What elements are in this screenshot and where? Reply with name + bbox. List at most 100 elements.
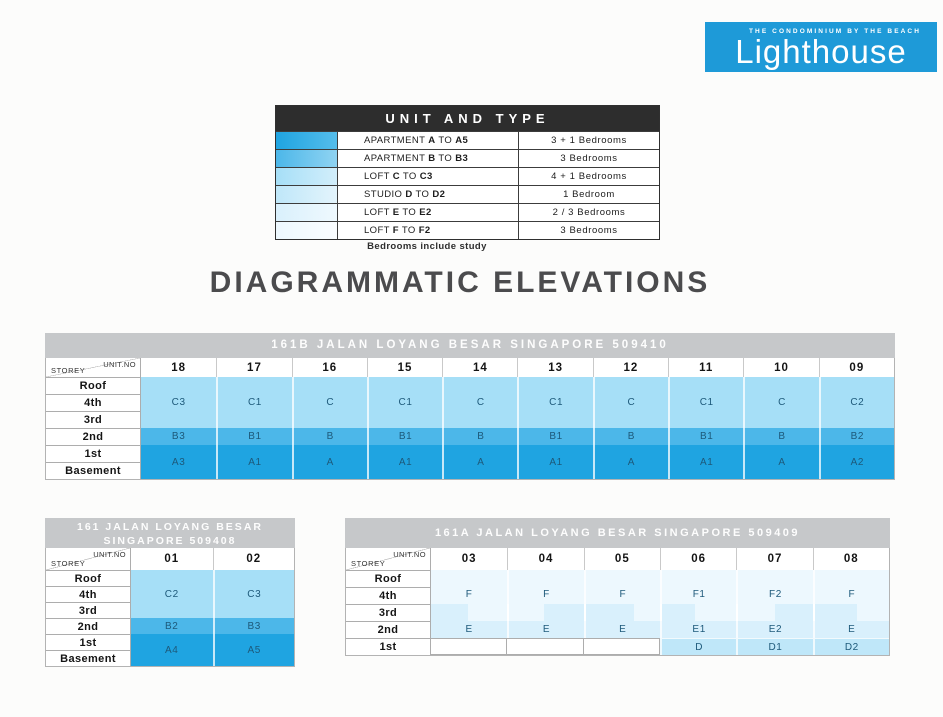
unit-column: 07 F2 E2 D1: [736, 548, 813, 655]
unit-number: 02: [212, 548, 295, 570]
unit-number: 04: [507, 548, 583, 570]
unit-range-end: F2: [418, 225, 431, 236]
unit-column: 06 F1 E1 D: [659, 548, 737, 655]
unit-column: 16 C B A: [291, 358, 367, 479]
unit-type-color-swatch: [276, 222, 338, 239]
unit-cell-apartment-a: A3: [141, 445, 217, 479]
loft-double-height-block: [661, 604, 696, 621]
corner-unit-no-label: UNIT.NO: [103, 360, 136, 369]
unit-column: 03 F E: [431, 548, 508, 655]
unit-cell-apartment-b: B: [291, 428, 367, 445]
unit-range-start: B: [428, 153, 436, 164]
unit-cell-studio-d: D1: [736, 638, 813, 655]
legend-row: APARTMENT A TO A5 3 + 1 Bedrooms: [276, 131, 659, 149]
storey-label: 2nd: [46, 428, 141, 445]
unit-cell-loft-c: C: [592, 377, 669, 428]
storey-label-column: UNIT.NO STOREY Roof 4th 3rd 2nd 1st Basement: [46, 358, 141, 479]
unit-type-label: LOFT F TO F2: [338, 222, 519, 239]
corner-cell: UNIT.NO STOREY: [346, 548, 431, 570]
storey-label: 4th: [46, 394, 141, 411]
loft-double-height-block: [585, 604, 634, 621]
storey-label: 1st: [46, 634, 131, 650]
logo-name: Lighthouse: [735, 33, 907, 70]
unit-range-start: A: [428, 135, 436, 146]
unit-cell-loft-f: F: [583, 570, 660, 604]
unit-type-color-swatch: [276, 150, 338, 167]
unit-range-end: C3: [419, 171, 433, 182]
corner-unit-no-label: UNIT.NO: [393, 550, 426, 559]
unit-cell-apartment-a: A: [743, 445, 819, 479]
unit-range-start: F: [392, 225, 399, 236]
unit-number: 08: [812, 548, 889, 570]
unit-cell-studio-d: D2: [812, 638, 889, 655]
unit-cell-apartment-b: B: [592, 428, 669, 445]
corner-storey-label: STOREY: [51, 366, 86, 375]
unit-range-end: E2: [419, 207, 432, 218]
unit-cell-loft-f: F: [812, 570, 889, 604]
table-address-header: 161B JALAN LOYANG BESAR SINGAPORE 509410: [45, 333, 895, 358]
unit-cell-apartment-a: A1: [668, 445, 744, 479]
unit-cell-loft-c: C1: [366, 377, 443, 428]
unit-range-start: E: [392, 207, 400, 218]
lighthouse-logo: THE CONDOMINIUM BY THE BEACH Lighthouse: [705, 22, 937, 72]
unit-range-start: D: [405, 189, 413, 200]
unit-cell-apartment-b: B3: [212, 618, 294, 634]
unit-columns: 03 F E 04 F E 05 F E 06 F1 E1 D 07 F2 E2 D1 08 F E D2: [431, 548, 889, 655]
unit-cell-loft-c: C1: [517, 377, 593, 428]
storey-label: Basement: [46, 462, 141, 479]
unit-cell-loft-c: C3: [212, 570, 294, 618]
unit-column: 04 F E: [507, 548, 584, 655]
unit-cell-studio-d: [583, 638, 660, 655]
unit-cell-apartment-b: B: [743, 428, 819, 445]
unit-cell-apartment-a: A1: [517, 445, 593, 479]
loft-upper-void-block: [633, 604, 660, 621]
unit-cell-apartment-b: B2: [131, 618, 213, 634]
unit-cell-loft-c: C1: [668, 377, 744, 428]
unit-type-legend: UNIT AND TYPE APARTMENT A TO A5 3 + 1 Bed…: [275, 105, 660, 240]
table-address-header: 161 JALAN LOYANG BESAR SINGAPORE 509408: [45, 518, 295, 548]
unit-range-end: B3: [455, 153, 469, 164]
unit-range-end: D2: [432, 189, 446, 200]
unit-cell-apartment-a: A: [291, 445, 367, 479]
unit-type-color-swatch: [276, 168, 338, 185]
unit-cell-studio-d: [431, 638, 508, 655]
loft-double-height-row: [736, 604, 813, 621]
unit-type-color-swatch: [276, 132, 338, 149]
unit-number: 16: [291, 358, 367, 377]
elevation-table-161a: 161A JALAN LOYANG BESAR SINGAPORE 509409…: [345, 518, 890, 656]
storey-labels: Roof 4th 3rd 2nd 1st Basement: [46, 377, 141, 479]
unit-cell-apartment-b: B3: [141, 428, 217, 445]
unit-cell-apartment-b: B1: [216, 428, 292, 445]
unit-column: 05 F E: [583, 548, 660, 655]
storey-label: 1st: [46, 445, 141, 462]
unit-column: 09 C2 B2 A2: [818, 358, 894, 479]
loft-upper-void-block: [695, 604, 737, 621]
unit-cell-loft-c: C2: [818, 377, 894, 428]
unit-cell-apartment-b: B: [442, 428, 518, 445]
unit-type-color-swatch: [276, 204, 338, 221]
storey-label: Roof: [46, 377, 141, 394]
logo-tagline: THE CONDOMINIUM BY THE BEACH: [748, 28, 922, 35]
legend-row: LOFT E TO E2 2 / 3 Bedrooms: [276, 203, 659, 221]
elevation-table-161: 161 JALAN LOYANG BESAR SINGAPORE 509408 …: [45, 518, 295, 667]
unit-number: 18: [171, 361, 187, 374]
unit-cell-loft-f: F1: [659, 570, 737, 604]
unit-type-color-swatch: [276, 186, 338, 203]
unit-cell-studio-d: [507, 638, 584, 655]
unit-number: 07: [736, 548, 812, 570]
unit-cell-loft-e: E: [431, 621, 508, 638]
loft-upper-void-block: [738, 604, 776, 621]
corner-cell: UNIT.NO STOREY: [46, 358, 141, 377]
unit-number: 05: [583, 548, 660, 570]
unit-number: 12: [592, 358, 668, 377]
storey-label-column: UNIT.NO STOREY Roof 4th 3rd 2nd 1st: [346, 548, 431, 655]
table-address-line2: SINGAPORE 509408: [103, 535, 237, 547]
loft-double-height-row: [507, 604, 584, 621]
storey-label: 1st: [346, 638, 431, 655]
unit-cell-apartment-b: B1: [668, 428, 744, 445]
unit-column: 12 C B A: [592, 358, 669, 479]
unit-type-bedrooms: 3 Bedrooms: [560, 153, 618, 164]
unit-number: 06: [659, 548, 736, 570]
unit-cell-apartment-b: B2: [818, 428, 894, 445]
